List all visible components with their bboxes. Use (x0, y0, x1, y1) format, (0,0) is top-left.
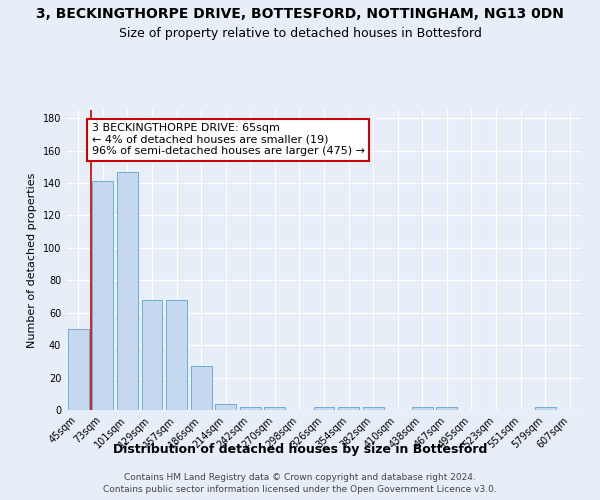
Bar (92, 182, 113, 410)
Text: Distribution of detached houses by size in Bottesford: Distribution of detached houses by size … (113, 442, 487, 456)
Text: Size of property relative to detached houses in Bottesford: Size of property relative to detached ho… (119, 28, 481, 40)
Bar (142, 300, 163, 410)
Text: 3 BECKINGTHORPE DRIVE: 65sqm
← 4% of detached houses are smaller (19)
96% of sem: 3 BECKINGTHORPE DRIVE: 65sqm ← 4% of det… (92, 123, 365, 156)
Bar (265, 407, 286, 410)
Y-axis label: Number of detached properties: Number of detached properties (27, 172, 37, 348)
Bar (412, 407, 433, 410)
Bar (191, 366, 212, 410)
Bar (68, 329, 89, 410)
Text: 3, BECKINGTHORPE DRIVE, BOTTESFORD, NOTTINGHAM, NG13 0DN: 3, BECKINGTHORPE DRIVE, BOTTESFORD, NOTT… (36, 8, 564, 22)
Bar (240, 407, 261, 410)
Bar (166, 300, 187, 410)
Text: Contains public sector information licensed under the Open Government Licence v3: Contains public sector information licen… (103, 485, 497, 494)
Bar (362, 407, 383, 410)
Bar (338, 407, 359, 410)
Bar (215, 404, 236, 410)
Bar (535, 407, 556, 410)
Bar (117, 172, 138, 410)
Bar (314, 407, 334, 410)
Bar (436, 407, 457, 410)
Text: Contains HM Land Registry data © Crown copyright and database right 2024.: Contains HM Land Registry data © Crown c… (124, 472, 476, 482)
